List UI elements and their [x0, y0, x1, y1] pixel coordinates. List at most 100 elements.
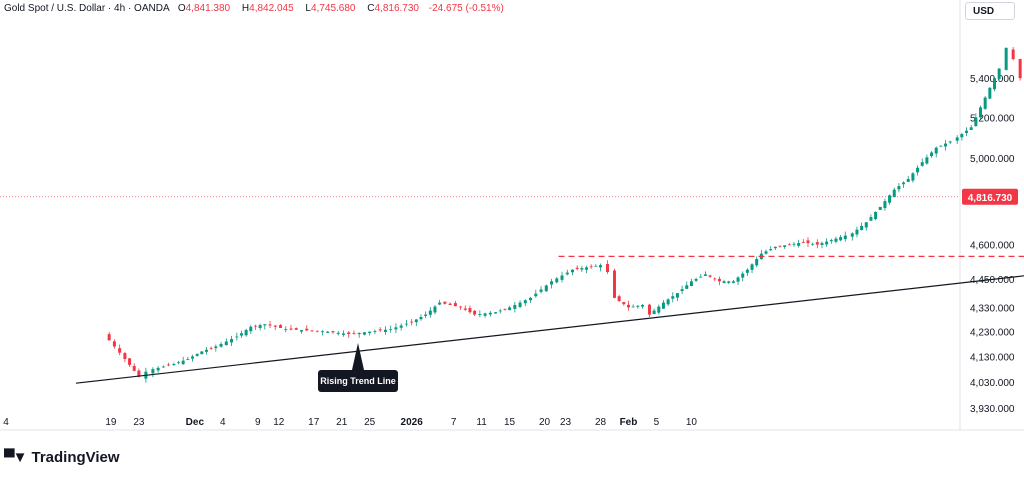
x-tick-label: 15 [504, 417, 516, 428]
candle-body [626, 304, 630, 308]
candle-body [855, 229, 859, 235]
candle-body [878, 206, 882, 210]
current-price-label: 4,816.730 [968, 193, 1013, 204]
candle-body [137, 370, 141, 377]
candle-body [1004, 47, 1008, 70]
candle-body [289, 328, 293, 330]
candle-body [888, 195, 892, 203]
candle-body [107, 334, 111, 341]
candle-body [373, 331, 377, 332]
candle-body [555, 278, 559, 283]
candle-body [463, 308, 467, 310]
candle-body [468, 308, 472, 313]
candle-body [969, 127, 973, 130]
candle-body [939, 145, 943, 147]
candle-body [736, 277, 740, 282]
candle-body [820, 243, 824, 245]
candle-body [787, 244, 791, 246]
candle-body [414, 319, 418, 323]
low-value: 4,745.680 [310, 3, 356, 14]
candle-body [731, 281, 735, 283]
candle-body [513, 304, 517, 309]
candle-body [378, 329, 382, 331]
candle-body [806, 240, 810, 244]
candle-body [708, 275, 712, 277]
candle-body [389, 329, 393, 330]
rising-trend-line [75, 275, 1024, 384]
candle-body [523, 300, 527, 304]
candle-body [443, 301, 447, 304]
candle-body [544, 285, 548, 292]
y-tick-label: 4,030.000 [970, 378, 1015, 389]
candle-body [172, 364, 176, 366]
candle-body [448, 303, 452, 305]
candle-body [636, 305, 640, 307]
candle-body [713, 278, 717, 280]
candle-body [605, 264, 609, 273]
candle-body [209, 347, 213, 349]
candle-body [874, 212, 878, 220]
candle-body [341, 333, 345, 335]
candle-body [997, 68, 1001, 79]
candle-body [204, 349, 208, 352]
tradingview-brand[interactable]: ▀▼ TradingView [4, 449, 120, 466]
candle-body [132, 365, 136, 371]
y-tick-label: 3,930.000 [970, 404, 1015, 415]
candle-body [745, 269, 749, 273]
candle-body [459, 306, 463, 308]
currency-selector[interactable]: USD [965, 2, 1015, 20]
candle-body [394, 327, 398, 330]
x-tick-label: 4 [3, 417, 9, 428]
candle-body [249, 326, 253, 332]
candle-body [580, 268, 584, 270]
candle-body [850, 233, 854, 237]
candle-body [177, 362, 181, 364]
candle-body [988, 87, 992, 99]
candle-body [186, 358, 190, 360]
candle-body [657, 306, 661, 313]
candle-body [347, 332, 351, 335]
x-tick-label: 9 [255, 417, 261, 428]
x-tick-label: 20 [539, 417, 551, 428]
candle-body [181, 360, 185, 365]
x-tick-label: 4 [220, 417, 226, 428]
candle-body [428, 310, 432, 315]
x-tick-label: Feb [620, 417, 638, 428]
candle-body [869, 217, 873, 221]
candle-body [310, 330, 314, 332]
candle-body [694, 278, 698, 281]
x-tick-label: 23 [560, 417, 572, 428]
candle-body [419, 317, 423, 320]
candle-body [960, 134, 964, 138]
candle-body [916, 167, 920, 173]
candle-body [161, 366, 165, 368]
open-value: 4,841.380 [185, 3, 231, 14]
candle-body [741, 273, 745, 278]
candle-body [362, 332, 366, 335]
candle-body [498, 310, 502, 312]
candle-body [235, 336, 239, 338]
change-value: -24.675 (-0.51%) [428, 3, 504, 14]
x-tick-label: 5 [654, 417, 660, 428]
candle-body [843, 235, 847, 240]
candle-body [404, 323, 408, 325]
candle-body [974, 117, 978, 127]
candle-body [483, 313, 487, 316]
candle-body [897, 186, 901, 190]
candle-body [755, 258, 759, 266]
open-label: O [177, 3, 186, 14]
candle-body [268, 324, 272, 326]
candle-body [727, 281, 731, 283]
x-tick-label: 7 [451, 417, 457, 428]
candle-body [640, 304, 644, 307]
candle-body [993, 78, 997, 90]
candle-body [589, 266, 593, 268]
symbol-label: Gold Spot / U.S. Dollar · 4h · OANDA [4, 3, 170, 14]
candle-body [599, 265, 602, 268]
x-tick-label: 17 [308, 417, 320, 428]
candle-body [529, 297, 533, 301]
candle-body [112, 341, 116, 347]
candle-body [494, 312, 498, 314]
